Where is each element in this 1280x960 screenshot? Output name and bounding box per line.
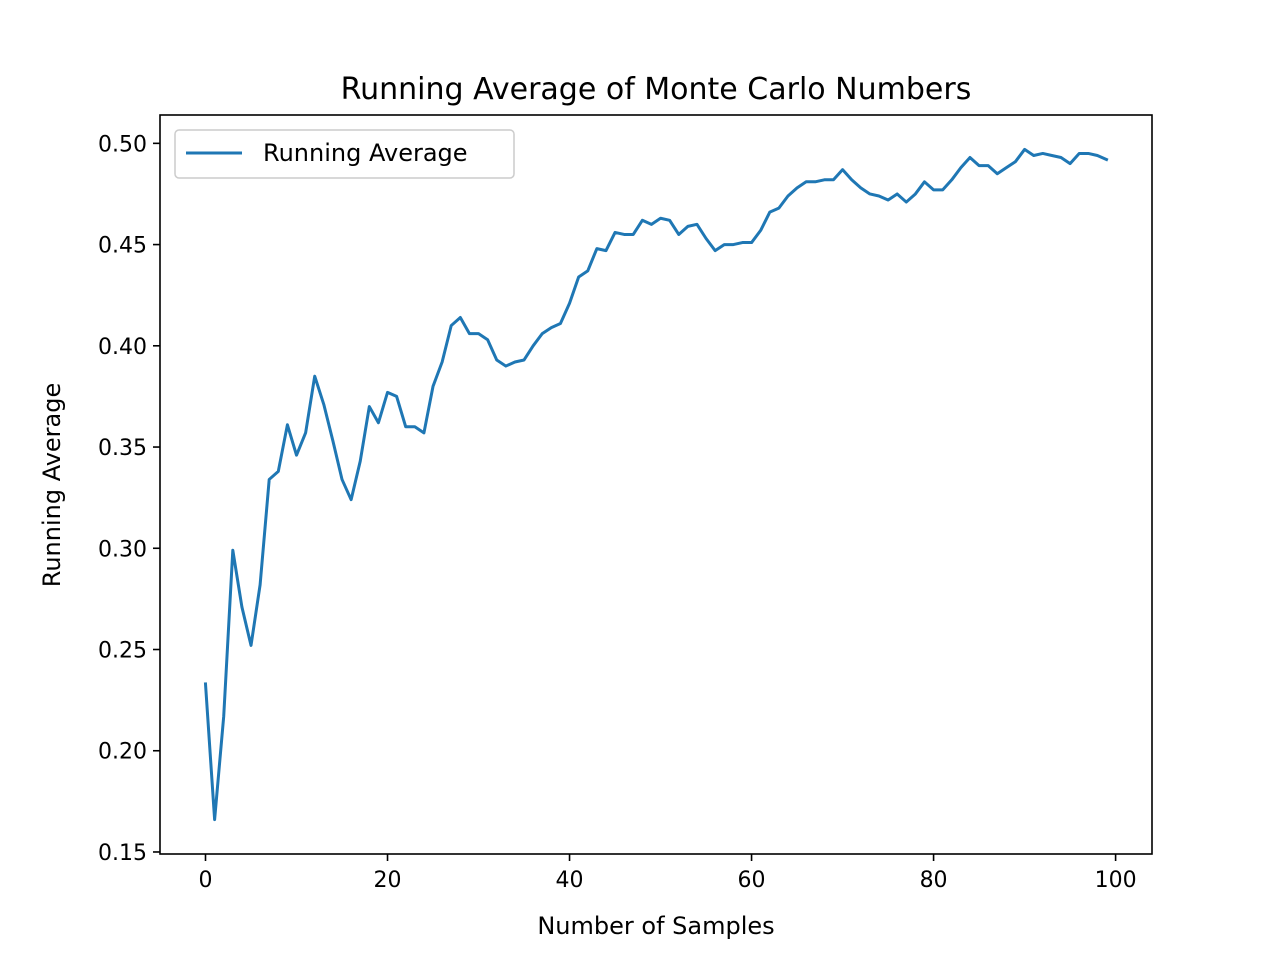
y-tick-label: 0.20 <box>98 740 147 765</box>
y-tick-label: 0.25 <box>98 639 147 664</box>
y-tick-label: 0.30 <box>98 537 147 562</box>
x-tick-label: 0 <box>199 868 213 893</box>
y-tick-label: 0.15 <box>98 841 147 866</box>
chart-title: Running Average of Monte Carlo Numbers <box>341 72 972 107</box>
y-tick-label: 0.50 <box>98 132 147 157</box>
x-tick-label: 40 <box>556 868 584 893</box>
legend-frame <box>174 129 515 179</box>
legend-label-running-average: Running Average <box>263 139 468 167</box>
x-tick-label: 20 <box>374 868 402 893</box>
x-axis-label: Number of Samples <box>537 912 774 940</box>
axes-frame <box>159 114 1153 855</box>
plot-area <box>159 114 1153 855</box>
x-tick-label: 60 <box>738 868 766 893</box>
y-tick-label: 0.35 <box>98 436 147 461</box>
y-axis-label: Running Average <box>38 383 66 588</box>
y-tick-label: 0.40 <box>98 335 147 360</box>
y-axis-ticks: 0.15 0.20 0.25 0.30 0.35 0.40 0.45 0.50 <box>98 132 160 866</box>
y-tick-label: 0.45 <box>98 234 147 259</box>
legend: Running Average <box>174 129 515 179</box>
x-axis-ticks: 0 20 40 60 80 100 <box>199 854 1137 893</box>
x-tick-label: 100 <box>1095 868 1137 893</box>
x-tick-label: 80 <box>920 868 948 893</box>
series-line <box>203 147 1109 822</box>
